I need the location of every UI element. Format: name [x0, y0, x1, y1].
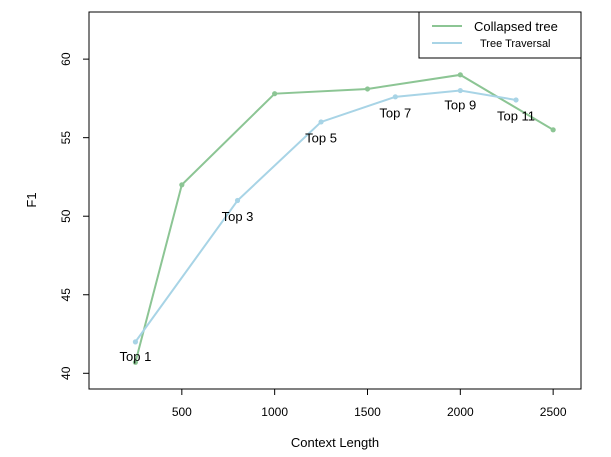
x-tick-label-1500: 1500 [354, 405, 381, 419]
series-line-tree-traversal [134, 89, 517, 343]
y-tick-label-40: 40 [59, 366, 73, 380]
data-point-collapsed-tree-3 [364, 86, 371, 92]
y-axis: 40 45 50 55 60 [59, 52, 89, 380]
legend: Collapsed tree Tree Traversal [418, 11, 582, 59]
data-point-collapsed-tree-0 [132, 359, 139, 365]
data-point-collapsed-tree-5 [550, 127, 556, 133]
x-tick-label-2500: 2500 [540, 405, 567, 419]
data-point-collapsed-tree-2 [272, 91, 278, 97]
data-point-collapsed-tree-4 [457, 72, 463, 78]
x-axis-title: Context Length [291, 435, 379, 450]
data-point-tree-traversal-1 [234, 197, 241, 204]
point-annotations: Top 1 Top 3 Top 5 Top 7 Top 9 Top 11 [120, 98, 536, 364]
legend-box [418, 11, 582, 59]
x-tick-label-500: 500 [172, 405, 192, 419]
legend-label-tree-traversal: Tree Traversal [480, 38, 551, 50]
x-axis: 500 1000 1500 2000 2500 [172, 389, 567, 419]
plot-area-frame [88, 11, 582, 390]
data-point-tree-traversal-4 [457, 87, 463, 94]
legend-label-collapsed-tree: Collapsed tree [474, 19, 558, 34]
y-axis-title: F1 [24, 192, 39, 207]
y-tick-label-50: 50 [59, 209, 73, 223]
annotation-top-3: Top 3 [222, 209, 254, 224]
series-lines [132, 72, 556, 365]
annotation-top-1: Top 1 [120, 349, 152, 364]
annotation-top-11: Top 11 [497, 109, 535, 124]
x-tick-label-2000: 2000 [447, 405, 474, 419]
y-tick-label-45: 45 [59, 288, 73, 302]
y-tick-label-55: 55 [59, 131, 73, 145]
x-tick-label-1000: 1000 [261, 405, 288, 419]
annotation-top-9: Top 9 [444, 98, 476, 113]
annotation-top-7: Top 7 [379, 106, 411, 121]
data-point-tree-traversal-5 [513, 97, 519, 103]
series-line-collapsed-tree [134, 73, 554, 363]
annotation-top-5: Top 5 [305, 131, 337, 146]
data-point-tree-traversal-0 [132, 339, 139, 345]
data-point-collapsed-tree-1 [179, 182, 185, 188]
data-point-tree-traversal-3 [392, 94, 398, 100]
data-point-tree-traversal-2 [318, 119, 324, 125]
y-tick-label-60: 60 [59, 52, 73, 66]
